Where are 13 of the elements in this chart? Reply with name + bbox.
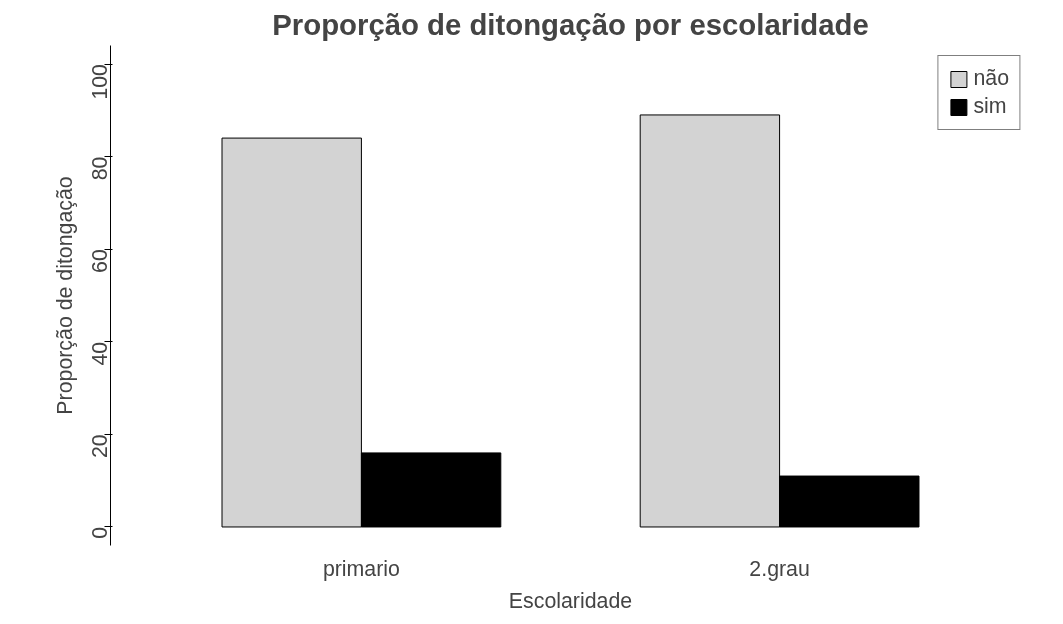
y-tick-label: 0	[88, 526, 112, 539]
y-tick-label: 80	[88, 156, 112, 181]
y-tick-label: 100	[88, 63, 112, 100]
x-tick-label: primario	[322, 556, 400, 581]
y-tick-label: 60	[88, 249, 112, 273]
x-axis-title: Escolaridade	[508, 588, 633, 613]
x-tick-label: 2.grau	[749, 556, 810, 581]
y-axis-title: Proporção de ditongação	[52, 176, 77, 415]
y-tick-label: 40	[88, 341, 112, 366]
legend-label: não	[973, 66, 1009, 91]
y-tick-label: 20	[88, 434, 112, 459]
chart-title: Proporção de ditongação por escolaridade	[272, 7, 869, 41]
legend-label: sim	[973, 94, 1007, 119]
